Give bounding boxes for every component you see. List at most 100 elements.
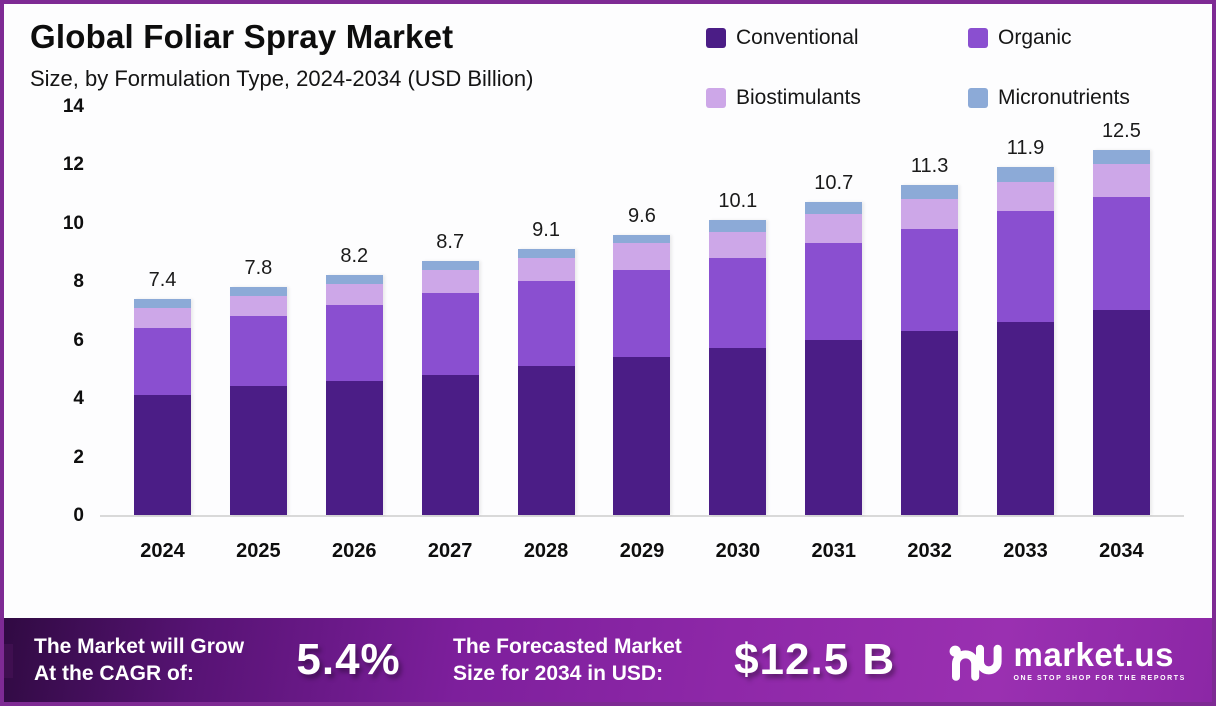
y-tick-label: 14: [62, 95, 84, 117]
cagr-value: 5.4%: [296, 635, 401, 684]
bar-total-label: 10.1: [718, 189, 758, 212]
bar-stack: [229, 287, 287, 515]
bar-segment-micronutrients: [997, 167, 1055, 182]
bar-segment-organic: [1092, 196, 1150, 311]
bar-segment-biostimulants: [997, 181, 1055, 212]
bar-group-2031: 10.7: [805, 108, 863, 515]
bar-total-label: 11.3: [910, 154, 949, 177]
bar-total-label: 8.2: [340, 245, 369, 268]
bar-segment-organic: [517, 281, 575, 366]
legend-item-biostimulants: Biostimulants: [706, 86, 968, 110]
cagr-label: The Market will Grow At the CAGR of:: [34, 633, 244, 688]
x-tick-label: 2024: [140, 539, 185, 562]
legend-label: Organic: [998, 26, 1072, 49]
organic-swatch-icon: [968, 28, 988, 48]
bar-segment-micronutrients: [134, 298, 191, 308]
plot-area: 7.4 7.8 8.2 8.7 9.1 9.6 10.1 10.7 11.3 11.9 12.5: [100, 108, 1184, 517]
bar-total-label: 7.8: [244, 257, 273, 280]
bar-segment-organic: [997, 211, 1055, 323]
bar-stack: [709, 219, 767, 515]
bar-segment-micronutrients: [805, 202, 863, 215]
bar-segment-biostimulants: [134, 307, 191, 328]
bar-segment-biostimulants: [517, 257, 575, 282]
cagr-label-line1: The Market will Grow: [34, 634, 245, 658]
bar-stack: [421, 260, 479, 515]
bar-stack: [997, 167, 1055, 515]
x-axis: 2024 2025 2026 2027 2028 2029 2030 2031 2032 2033…: [100, 540, 1184, 563]
bar-segment-conventional: [325, 380, 383, 515]
bar-segment-conventional: [709, 348, 767, 515]
x-tick-label: 2033: [1003, 539, 1048, 562]
legend-item-organic: Organic: [968, 26, 1186, 50]
market-us-logo[interactable]: market.us ONE STOP SHOP FOR THE REPORTS: [948, 634, 1186, 686]
bar-segment-organic: [325, 304, 383, 381]
bar-group-2025: 7.8: [229, 108, 287, 515]
bar-segment-micronutrients: [901, 184, 959, 200]
bar-segment-micronutrients: [1092, 149, 1150, 165]
x-tick-label: 2031: [811, 539, 856, 562]
bar-stack: [517, 249, 575, 515]
bar-stack: [805, 202, 863, 515]
bar-segment-conventional: [613, 357, 671, 515]
biostimulants-swatch-icon: [706, 88, 726, 108]
forecast-label: The Forecasted Market Size for 2034 in U…: [453, 633, 682, 688]
bar-segment-conventional: [229, 386, 287, 515]
bar-segment-micronutrients: [325, 275, 383, 285]
bar-total-label: 12.5: [1101, 119, 1141, 142]
brand-tagline: ONE STOP SHOP FOR THE REPORTS: [1013, 675, 1186, 682]
bar-segment-micronutrients: [613, 234, 671, 244]
bar-segment-biostimulants: [421, 269, 479, 293]
bars-container: 7.4 7.8 8.2 8.7 9.1 9.6 10.1 10.7 11.3 11.9 12.5: [100, 108, 1184, 515]
bar-total-label: 8.7: [436, 230, 465, 253]
bar-segment-micronutrients: [229, 287, 287, 296]
y-tick-label: 4: [73, 388, 84, 410]
y-axis: 0 2 4 6 8 10 12 14: [46, 96, 84, 526]
bar-segment-biostimulants: [709, 231, 767, 258]
market-us-logo-icon: [949, 644, 1002, 681]
bar-total-label: 10.7: [814, 172, 854, 195]
y-tick-label: 0: [73, 504, 84, 526]
bar-stack: [325, 275, 383, 515]
bar-group-2026: 8.2: [325, 108, 383, 515]
bar-segment-micronutrients: [517, 249, 575, 258]
y-tick-label: 2: [73, 446, 84, 468]
legend-label: Micronutrients: [998, 86, 1130, 109]
bar-segment-biostimulants: [805, 214, 863, 244]
forecast-label-line1: The Forecasted Market: [453, 634, 682, 658]
forecast-value: $12.5 B: [734, 635, 896, 684]
bar-group-2030: 10.1: [709, 108, 767, 515]
y-tick-label: 12: [62, 154, 84, 176]
bar-segment-conventional: [901, 330, 959, 515]
x-tick-label: 2027: [427, 539, 473, 562]
header: Global Foliar Spray Market Size, by Form…: [4, 4, 1212, 92]
x-tick-label: 2032: [907, 539, 952, 562]
legend-item-micronutrients: Micronutrients: [968, 86, 1186, 110]
y-tick-label: 6: [73, 329, 84, 351]
bar-segment-conventional: [421, 374, 479, 515]
x-tick-label: 2026: [332, 539, 377, 562]
x-tick-label: 2030: [715, 539, 761, 562]
legend-label: Biostimulants: [736, 86, 861, 109]
bar-stack: [901, 184, 959, 515]
bar-stack: [1092, 149, 1150, 515]
bar-segment-conventional: [805, 339, 863, 515]
legend-label: Conventional: [736, 26, 859, 49]
conventional-swatch-icon: [706, 28, 726, 48]
legend-item-conventional: Conventional: [706, 26, 968, 50]
bar-group-2028: 9.1: [517, 108, 575, 515]
footer-banner: The Market will Grow At the CAGR of: 5.4…: [4, 618, 1212, 702]
bar-segment-organic: [709, 257, 767, 349]
bar-total-label: 7.4: [148, 268, 177, 291]
x-tick-label: 2029: [619, 539, 665, 562]
bar-segment-micronutrients: [709, 219, 767, 232]
page-title: Global Foliar Spray Market: [30, 18, 454, 55]
bar-group-2027: 8.7: [421, 108, 479, 515]
x-tick-label: 2034: [1099, 539, 1144, 562]
banner-accent-bar: [4, 644, 13, 678]
bar-segment-organic: [901, 228, 959, 331]
bar-segment-organic: [613, 269, 671, 358]
bar-segment-biostimulants: [613, 243, 671, 270]
bar-stack: [134, 298, 191, 515]
bar-segment-organic: [229, 316, 287, 387]
